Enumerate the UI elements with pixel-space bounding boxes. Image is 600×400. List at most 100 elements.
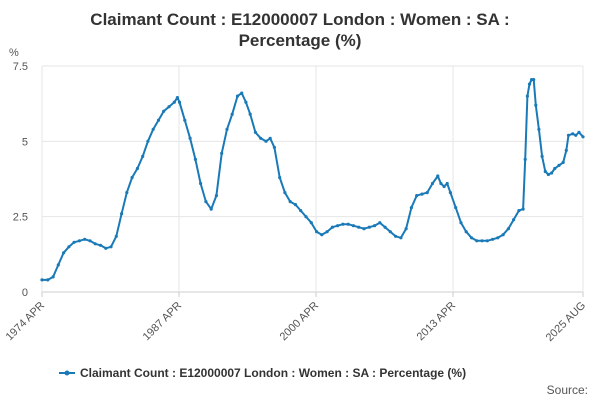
data-point[interactable] bbox=[550, 171, 554, 175]
data-point[interactable] bbox=[577, 130, 581, 134]
data-point[interactable] bbox=[309, 221, 313, 225]
data-point[interactable] bbox=[574, 133, 578, 137]
data-point[interactable] bbox=[404, 227, 408, 231]
data-point[interactable] bbox=[320, 233, 324, 237]
data-point[interactable] bbox=[183, 118, 187, 122]
data-point[interactable] bbox=[188, 136, 192, 140]
data-point[interactable] bbox=[67, 245, 71, 249]
data-point[interactable] bbox=[83, 237, 87, 241]
data-point[interactable] bbox=[88, 239, 92, 243]
data-point[interactable] bbox=[399, 236, 403, 240]
data-point[interactable] bbox=[204, 200, 208, 204]
data-point[interactable] bbox=[244, 100, 248, 104]
data-point[interactable] bbox=[475, 239, 479, 243]
data-point[interactable] bbox=[299, 209, 303, 213]
data-point[interactable] bbox=[543, 169, 547, 174]
data-point[interactable] bbox=[517, 209, 521, 213]
data-point[interactable] bbox=[564, 148, 568, 152]
data-point[interactable] bbox=[448, 191, 452, 195]
data-point[interactable] bbox=[367, 225, 371, 229]
data-point[interactable] bbox=[372, 224, 377, 228]
data-point[interactable] bbox=[120, 212, 124, 216]
data-point[interactable] bbox=[162, 109, 166, 113]
data-point[interactable] bbox=[330, 225, 334, 229]
data-point[interactable] bbox=[264, 139, 268, 143]
data-point[interactable] bbox=[383, 225, 387, 229]
data-point[interactable] bbox=[362, 227, 366, 231]
data-point[interactable] bbox=[272, 145, 276, 149]
data-point[interactable] bbox=[442, 184, 446, 189]
data-point[interactable] bbox=[394, 234, 398, 238]
data-point[interactable] bbox=[537, 127, 541, 131]
data-point[interactable] bbox=[40, 278, 44, 282]
data-point[interactable] bbox=[485, 239, 489, 243]
data-point[interactable] bbox=[248, 112, 252, 116]
data-point[interactable] bbox=[346, 222, 350, 226]
data-point[interactable] bbox=[454, 206, 458, 210]
data-point[interactable] bbox=[378, 221, 382, 225]
data-point[interactable] bbox=[98, 243, 103, 247]
data-point[interactable] bbox=[527, 82, 532, 86]
data-point[interactable] bbox=[459, 221, 463, 225]
data-point[interactable] bbox=[581, 135, 585, 139]
data-point[interactable] bbox=[293, 203, 298, 207]
data-point[interactable] bbox=[240, 91, 244, 95]
data-point[interactable] bbox=[521, 207, 525, 211]
data-point[interactable] bbox=[104, 246, 108, 250]
data-point[interactable] bbox=[175, 96, 179, 100]
data-point[interactable] bbox=[325, 230, 329, 234]
data-point[interactable] bbox=[62, 251, 66, 255]
data-point[interactable] bbox=[388, 230, 392, 234]
data-point[interactable] bbox=[425, 191, 429, 195]
data-point[interactable] bbox=[525, 94, 530, 98]
data-point[interactable] bbox=[336, 224, 340, 228]
data-point[interactable] bbox=[546, 172, 551, 177]
data-point[interactable] bbox=[93, 242, 97, 246]
data-point[interactable] bbox=[135, 166, 139, 171]
data-point[interactable] bbox=[46, 278, 50, 282]
data-point[interactable] bbox=[125, 191, 129, 195]
data-point[interactable] bbox=[225, 127, 229, 131]
data-point[interactable] bbox=[304, 215, 308, 219]
data-point[interactable] bbox=[464, 230, 468, 234]
data-point[interactable] bbox=[56, 263, 60, 267]
data-point[interactable] bbox=[193, 157, 197, 161]
data-point[interactable] bbox=[439, 181, 443, 186]
data-point[interactable] bbox=[506, 227, 510, 231]
data-point[interactable] bbox=[141, 154, 145, 158]
data-point[interactable] bbox=[288, 200, 292, 204]
data-point[interactable] bbox=[259, 136, 263, 140]
data-point[interactable] bbox=[278, 175, 282, 180]
data-point[interactable] bbox=[409, 206, 413, 210]
data-point[interactable] bbox=[430, 181, 435, 186]
data-point[interactable] bbox=[230, 112, 234, 116]
data-point[interactable] bbox=[523, 157, 527, 161]
data-point[interactable] bbox=[566, 133, 571, 137]
data-point[interactable] bbox=[283, 191, 287, 195]
data-point[interactable] bbox=[511, 218, 516, 222]
data-point[interactable] bbox=[72, 240, 76, 244]
data-point[interactable] bbox=[420, 192, 424, 196]
data-point[interactable] bbox=[146, 139, 150, 143]
data-point[interactable] bbox=[315, 230, 319, 234]
data-point[interactable] bbox=[220, 151, 224, 155]
data-point[interactable] bbox=[469, 236, 474, 240]
data-point[interactable] bbox=[436, 174, 440, 178]
data-point[interactable] bbox=[540, 154, 544, 158]
data-point[interactable] bbox=[534, 103, 538, 107]
data-point[interactable] bbox=[253, 130, 257, 134]
data-point[interactable] bbox=[177, 100, 182, 104]
data-point[interactable] bbox=[114, 234, 118, 238]
data-point[interactable] bbox=[496, 236, 500, 240]
data-point[interactable] bbox=[156, 118, 161, 122]
data-point[interactable] bbox=[415, 194, 419, 198]
data-point[interactable] bbox=[109, 245, 113, 249]
data-point[interactable] bbox=[235, 94, 240, 98]
data-point[interactable] bbox=[199, 181, 203, 186]
data-point[interactable] bbox=[351, 224, 355, 228]
data-point[interactable] bbox=[571, 132, 575, 136]
data-point[interactable] bbox=[480, 239, 484, 243]
data-point[interactable] bbox=[172, 100, 176, 104]
data-point[interactable] bbox=[491, 237, 495, 241]
data-point[interactable] bbox=[209, 207, 213, 211]
